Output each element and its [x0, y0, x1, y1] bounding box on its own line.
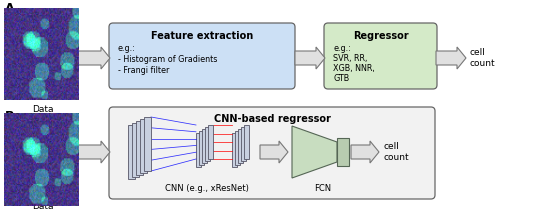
Bar — [232, 133, 237, 167]
Text: CNN (e.g., xResNet): CNN (e.g., xResNet) — [165, 184, 249, 193]
Polygon shape — [78, 47, 110, 69]
Text: Regressor: Regressor — [353, 31, 408, 41]
Polygon shape — [292, 126, 337, 178]
Polygon shape — [78, 141, 110, 163]
Bar — [144, 117, 151, 171]
Polygon shape — [260, 141, 288, 163]
Bar — [235, 131, 240, 165]
Text: cell
count: cell count — [383, 142, 409, 162]
Text: XGB, NNR,: XGB, NNR, — [333, 64, 375, 73]
Bar — [337, 138, 349, 166]
Text: e.g.:: e.g.: — [333, 44, 351, 53]
Text: B: B — [5, 110, 14, 123]
FancyBboxPatch shape — [109, 107, 435, 199]
Text: CNN-based regressor: CNN-based regressor — [213, 114, 331, 124]
Bar — [136, 121, 143, 175]
Text: GTB: GTB — [333, 74, 349, 83]
Bar — [128, 125, 135, 179]
Text: Feature extraction: Feature extraction — [151, 31, 253, 41]
Text: SVR, RR,: SVR, RR, — [333, 54, 367, 63]
Polygon shape — [436, 47, 466, 69]
Bar — [208, 125, 213, 159]
Text: e.g.:: e.g.: — [118, 44, 136, 53]
Text: A: A — [5, 2, 15, 15]
Bar — [199, 131, 204, 165]
Text: FCN: FCN — [315, 184, 332, 193]
Polygon shape — [351, 141, 379, 163]
Text: - Frangi filter: - Frangi filter — [118, 66, 169, 75]
Text: Data: Data — [32, 202, 54, 211]
Bar — [202, 129, 207, 163]
Text: Data: Data — [32, 105, 54, 114]
Bar — [140, 119, 147, 173]
Text: - Histogram of Gradients: - Histogram of Gradients — [118, 55, 217, 64]
Bar — [238, 129, 243, 163]
Bar — [205, 127, 210, 161]
FancyBboxPatch shape — [109, 23, 295, 89]
Polygon shape — [295, 47, 325, 69]
Bar — [132, 123, 139, 177]
FancyBboxPatch shape — [324, 23, 437, 89]
Bar — [241, 127, 246, 161]
Bar — [244, 125, 249, 159]
Text: cell
count: cell count — [470, 48, 496, 68]
Bar — [196, 133, 201, 167]
